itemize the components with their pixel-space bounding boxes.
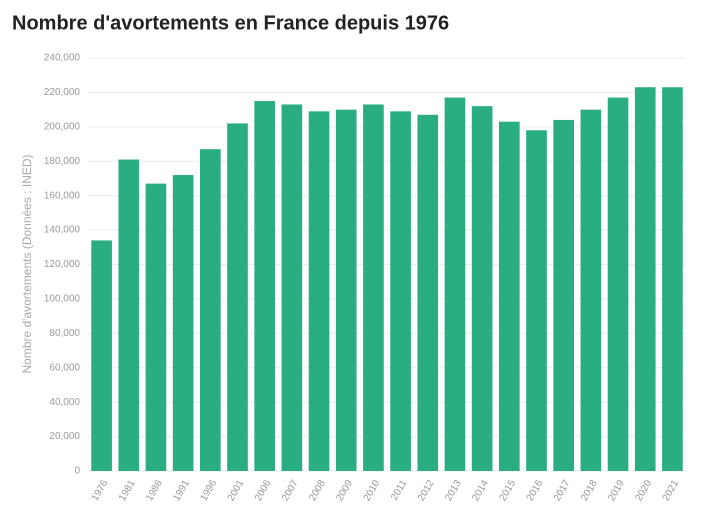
bar — [254, 101, 276, 471]
x-tick-label: 2010 — [362, 478, 383, 503]
y-axis-label: Nombre d'avortements (Données : INED) — [20, 154, 34, 373]
y-tick-label: 160,000 — [44, 190, 81, 201]
bar — [390, 111, 411, 472]
bar — [145, 183, 167, 471]
x-tick-label: 2008 — [307, 478, 328, 503]
x-tick-label: 2017 — [552, 478, 573, 503]
x-tick-label: 1991 — [171, 478, 192, 503]
x-tick-label: 2015 — [498, 478, 519, 503]
bar — [91, 240, 112, 471]
x-tick-label: 2001 — [226, 478, 247, 503]
x-tick-label: 2019 — [606, 478, 627, 503]
y-tick-label: 80,000 — [49, 328, 80, 339]
x-tick-label: 2016 — [525, 478, 546, 503]
y-tick-label: 0 — [74, 466, 80, 477]
x-tick-label: 2009 — [334, 478, 355, 503]
bar — [417, 114, 439, 471]
x-tick-label: 2020 — [633, 478, 654, 503]
y-tick-label: 40,000 — [49, 397, 80, 408]
bar — [634, 87, 656, 472]
x-tick-label: 2021 — [661, 478, 682, 503]
bar — [526, 130, 547, 471]
x-tick-label: 1976 — [90, 478, 111, 503]
y-tick-label: 200,000 — [44, 121, 81, 132]
x-tick-label: 1986 — [144, 478, 165, 503]
bar — [308, 111, 330, 472]
y-tick-label: 220,000 — [44, 87, 81, 98]
y-tick-label: 240,000 — [44, 53, 81, 64]
y-tick-label: 20,000 — [49, 431, 80, 442]
chart-title: Nombre d'avortements en France depuis 19… — [12, 12, 449, 34]
x-tick-label: 2006 — [253, 478, 274, 503]
bar — [607, 97, 629, 472]
x-tick-label: 2014 — [470, 478, 491, 503]
bar — [172, 175, 194, 471]
x-tick-label: 2013 — [443, 478, 464, 503]
bar — [662, 87, 683, 472]
bar — [471, 106, 493, 471]
y-tick-label: 120,000 — [44, 259, 81, 270]
bar — [199, 149, 221, 471]
x-tick-label: 2011 — [389, 478, 409, 503]
bar — [335, 109, 357, 471]
bar — [281, 104, 303, 472]
y-tick-label: 140,000 — [44, 225, 81, 236]
x-tick-label: 2012 — [416, 478, 437, 503]
bar — [227, 123, 248, 472]
y-tick-label: 180,000 — [44, 156, 81, 167]
bar — [553, 119, 575, 471]
y-tick-label: 100,000 — [44, 294, 81, 305]
x-tick-label: 1981 — [117, 478, 138, 503]
y-tick-label: 60,000 — [49, 362, 80, 373]
x-tick-label: 2018 — [579, 478, 600, 503]
x-tick-label: 2007 — [280, 478, 301, 503]
bar — [580, 109, 602, 471]
bar — [118, 159, 140, 471]
bar — [444, 97, 466, 472]
x-tick-label: 1996 — [199, 478, 220, 503]
bar — [498, 121, 520, 471]
bar — [363, 104, 384, 472]
